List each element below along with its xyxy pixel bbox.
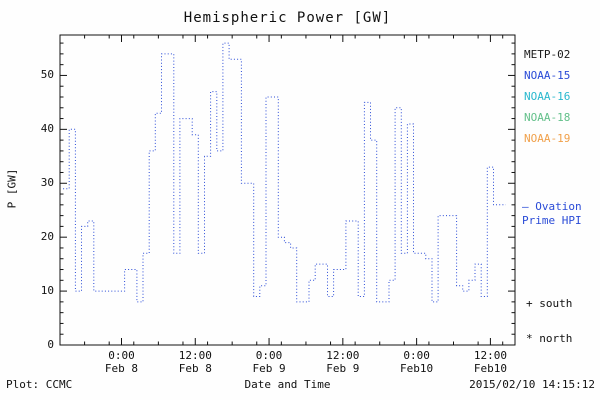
- x-tick-time: 0:00: [255, 349, 283, 362]
- plus-icon: +: [526, 297, 533, 310]
- hpi-series-label-line2: Prime HPI: [522, 214, 582, 227]
- y-tick-label: 30: [40, 176, 54, 190]
- x-tick-time: 12:00: [178, 349, 212, 362]
- asterisk-icon: *: [526, 332, 533, 345]
- x-tick-time: 12:00: [473, 349, 507, 362]
- x-tick-time: 12:00: [326, 349, 360, 362]
- hpi-series-label-line1: — Ovation: [522, 200, 582, 213]
- plot-credit: Plot: CCMC: [6, 378, 73, 391]
- south-marker-legend: + south: [526, 297, 572, 310]
- plot-timestamp: 2015/02/10 14:15:12: [469, 378, 595, 391]
- x-tick-time: 0:00: [108, 349, 135, 362]
- x-tick-time: 0:00: [403, 349, 430, 362]
- x-tick-label: 12:00 Feb10: [460, 349, 520, 375]
- legend-item-noaa19: NOAA-19: [524, 132, 571, 145]
- x-tick-label: 12:00 Feb 9: [313, 349, 373, 375]
- legend-item-noaa16: NOAA-16: [524, 90, 571, 103]
- y-tick-label: 20: [40, 230, 54, 244]
- chart-title: Hemispheric Power [GW]: [183, 10, 392, 26]
- north-marker-legend: * north: [526, 332, 572, 345]
- x-tick-date: Feb 8: [178, 362, 212, 375]
- legend-item-metp02: METP-02: [524, 48, 571, 61]
- x-axis-label: Date and Time: [244, 378, 331, 391]
- legend-item-noaa15: NOAA-15: [524, 69, 571, 82]
- y-tick-label: 50: [40, 68, 54, 82]
- x-tick-date: Feb10: [473, 362, 507, 375]
- satellite-legend: METP-02 NOAA-15 NOAA-16 NOAA-18 NOAA-19: [524, 44, 598, 149]
- south-marker-label: south: [539, 297, 573, 310]
- x-tick-label: 12:00 Feb 8: [165, 349, 225, 375]
- x-tick-date: Feb 9: [326, 362, 360, 375]
- hpi-series-line: [63, 42, 506, 303]
- x-tick-date: Feb10: [400, 362, 434, 375]
- legend-item-noaa18: NOAA-18: [524, 111, 571, 124]
- y-axis-label: P [GW]: [5, 168, 19, 209]
- north-marker-label: north: [539, 332, 573, 345]
- x-tick-label: 0:00 Feb 8: [91, 349, 151, 375]
- x-tick-label: 0:00 Feb10: [387, 349, 447, 375]
- y-tick-label: 40: [40, 122, 54, 136]
- hpi-series-label: — Ovation Prime HPI: [522, 200, 582, 228]
- x-tick-date: Feb 8: [104, 362, 139, 375]
- x-tick-label: 0:00 Feb 9: [239, 349, 299, 375]
- y-tick-label: 10: [40, 284, 54, 298]
- x-tick-date: Feb 9: [252, 362, 286, 375]
- y-tick-label: 0: [47, 338, 54, 351]
